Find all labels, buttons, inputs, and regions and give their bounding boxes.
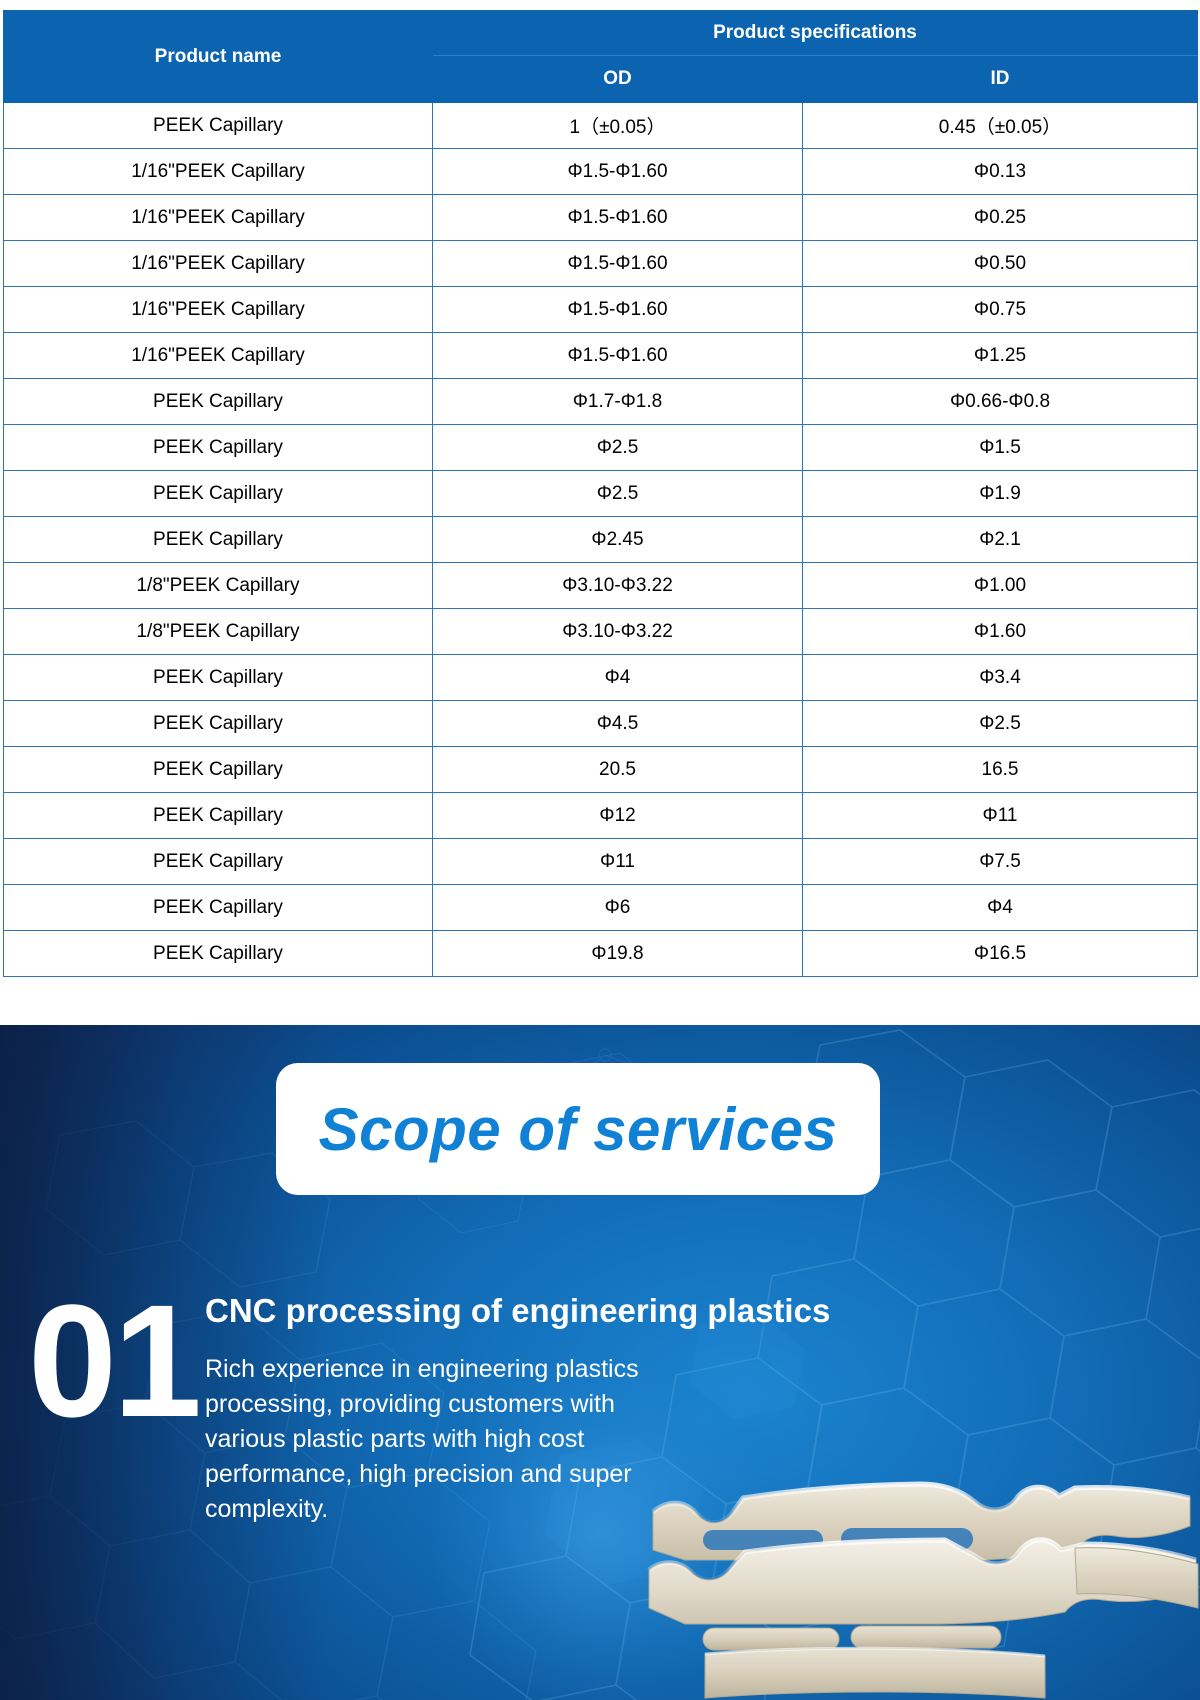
scope-title: Scope of services xyxy=(318,1095,838,1163)
table-row: PEEK Capillary Φ12 Φ11 xyxy=(3,792,1198,839)
table-row: 1/16"PEEK Capillary Φ1.5-Φ1.60 Φ0.75 xyxy=(3,286,1198,333)
product-specifications-table: Product name Product specifications OD I… xyxy=(3,9,1198,977)
cell-name: PEEK Capillary xyxy=(3,654,433,701)
cell-od: Φ12 xyxy=(432,792,803,839)
table-row: 1/8"PEEK Capillary Φ3.10-Φ3.22 Φ1.60 xyxy=(3,608,1198,655)
cell-id: Φ16.5 xyxy=(802,930,1198,977)
table-row: 1/16"PEEK Capillary Φ1.5-Φ1.60 Φ0.13 xyxy=(3,148,1198,195)
item-heading-01: CNC processing of engineering plastics xyxy=(205,1292,831,1329)
cell-od: Φ2.5 xyxy=(432,470,803,517)
cell-id: Φ2.1 xyxy=(802,516,1198,563)
cell-name: 1/8"PEEK Capillary xyxy=(3,608,433,655)
cell-id: Φ1.60 xyxy=(802,608,1198,655)
cell-od: Φ11 xyxy=(432,838,803,885)
cell-od: Φ1.5-Φ1.60 xyxy=(432,332,803,379)
cell-id: 0.45（±0.05） xyxy=(802,102,1198,149)
cell-id: Φ0.66-Φ0.8 xyxy=(802,378,1198,425)
table-row: 1/16"PEEK Capillary Φ1.5-Φ1.60 Φ0.50 xyxy=(3,240,1198,287)
cell-id: Φ0.25 xyxy=(802,194,1198,241)
cell-id: Φ2.5 xyxy=(802,700,1198,747)
cell-od: Φ3.10-Φ3.22 xyxy=(432,608,803,655)
column-header-product-name: Product name xyxy=(3,10,433,103)
table-row: PEEK Capillary 1（±0.05） 0.45（±0.05） xyxy=(3,102,1198,149)
cell-id: Φ1.9 xyxy=(802,470,1198,517)
cell-id: Φ4 xyxy=(802,884,1198,931)
cell-id: Φ11 xyxy=(802,792,1198,839)
table-row: PEEK Capillary 20.5 16.5 xyxy=(3,746,1198,793)
table-row: 1/16"PEEK Capillary Φ1.5-Φ1.60 Φ0.25 xyxy=(3,194,1198,241)
table-row: PEEK Capillary Φ11 Φ7.5 xyxy=(3,838,1198,885)
item-body-01: Rich experience in engineering plastics … xyxy=(205,1355,639,1523)
cell-od: Φ4.5 xyxy=(432,700,803,747)
table-row: PEEK Capillary Φ19.8 Φ16.5 xyxy=(3,930,1198,977)
table-body: PEEK Capillary 1（±0.05） 0.45（±0.05） 1/16"PE… xyxy=(3,102,1198,977)
table-row: PEEK Capillary Φ6 Φ4 xyxy=(3,884,1198,931)
table-row: 1/8"PEEK Capillary Φ3.10-Φ3.22 Φ1.00 xyxy=(3,562,1198,609)
column-header-product-specifications: Product specifications xyxy=(432,9,1198,57)
cell-od: Φ1.5-Φ1.60 xyxy=(432,240,803,287)
cell-name: PEEK Capillary xyxy=(3,102,433,149)
cell-id: Φ1.25 xyxy=(802,332,1198,379)
cell-od: Φ6 xyxy=(432,884,803,931)
table-row: PEEK Capillary Φ2.5 Φ1.9 xyxy=(3,470,1198,517)
cell-od: Φ1.7-Φ1.8 xyxy=(432,378,803,425)
cell-name: 1/8"PEEK Capillary xyxy=(3,562,433,609)
column-header-od: OD xyxy=(432,55,803,103)
cell-name: PEEK Capillary xyxy=(3,838,433,885)
cell-id: Φ1.5 xyxy=(802,424,1198,471)
cell-od: Φ19.8 xyxy=(432,930,803,977)
cell-od: Φ1.5-Φ1.60 xyxy=(432,148,803,195)
item-number-01: 01 xyxy=(28,1271,202,1450)
cell-od: Φ2.5 xyxy=(432,424,803,471)
cnc-machined-peek-part-image xyxy=(647,1481,1199,1699)
cell-name: 1/16"PEEK Capillary xyxy=(3,148,433,195)
cell-od: Φ3.10-Φ3.22 xyxy=(432,562,803,609)
cell-name: PEEK Capillary xyxy=(3,470,433,517)
cell-name: PEEK Capillary xyxy=(3,700,433,747)
column-header-id: ID xyxy=(802,55,1198,103)
cell-id: Φ1.00 xyxy=(802,562,1198,609)
cell-id: Φ7.5 xyxy=(802,838,1198,885)
table-row: PEEK Capillary Φ4.5 Φ2.5 xyxy=(3,700,1198,747)
cell-name: PEEK Capillary xyxy=(3,884,433,931)
scope-title-card: Scope of services xyxy=(276,1063,880,1195)
cell-od: Φ4 xyxy=(432,654,803,701)
cell-od: Φ1.5-Φ1.60 xyxy=(432,286,803,333)
cell-od: Φ1.5-Φ1.60 xyxy=(432,194,803,241)
cell-name: PEEK Capillary xyxy=(3,378,433,425)
cell-od: Φ2.45 xyxy=(432,516,803,563)
table-row: 1/16"PEEK Capillary Φ1.5-Φ1.60 Φ1.25 xyxy=(3,332,1198,379)
table-header: Product name Product specifications OD I… xyxy=(3,9,1198,103)
cell-name: PEEK Capillary xyxy=(3,746,433,793)
table-row: PEEK Capillary Φ4 Φ3.4 xyxy=(3,654,1198,701)
cell-id: Φ0.75 xyxy=(802,286,1198,333)
product-spec-table-section: Product name Product specifications OD I… xyxy=(3,9,1198,977)
cell-name: PEEK Capillary xyxy=(3,424,433,471)
table-row: PEEK Capillary Φ2.45 Φ2.1 xyxy=(3,516,1198,563)
cell-name: PEEK Capillary xyxy=(3,930,433,977)
cell-id: Φ0.50 xyxy=(802,240,1198,287)
cell-name: 1/16"PEEK Capillary xyxy=(3,332,433,379)
cell-name: PEEK Capillary xyxy=(3,516,433,563)
cell-od: 1（±0.05） xyxy=(432,102,803,149)
table-row: PEEK Capillary Φ2.5 Φ1.5 xyxy=(3,424,1198,471)
cell-id: Φ3.4 xyxy=(802,654,1198,701)
cell-od: 20.5 xyxy=(432,746,803,793)
cell-name: PEEK Capillary xyxy=(3,792,433,839)
cell-name: 1/16"PEEK Capillary xyxy=(3,240,433,287)
cell-id: 16.5 xyxy=(802,746,1198,793)
cell-id: Φ0.13 xyxy=(802,148,1198,195)
cell-name: 1/16"PEEK Capillary xyxy=(3,194,433,241)
cell-name: 1/16"PEEK Capillary xyxy=(3,286,433,333)
table-row: PEEK Capillary Φ1.7-Φ1.8 Φ0.66-Φ0.8 xyxy=(3,378,1198,425)
